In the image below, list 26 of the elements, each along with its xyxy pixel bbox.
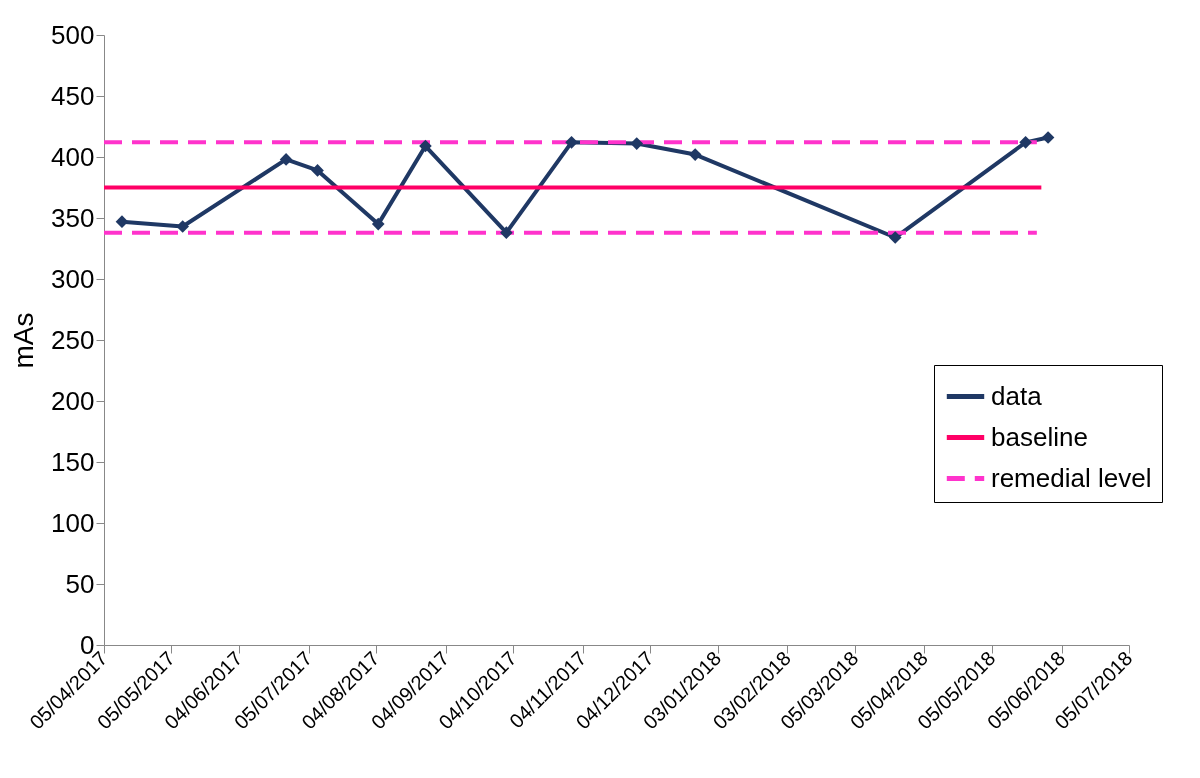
legend-label: remedial level [991, 462, 1152, 493]
y-tick-label: 450 [51, 80, 95, 111]
point [371, 217, 385, 231]
point [279, 153, 293, 166]
point [565, 136, 578, 149]
y-tick-label: 50 [65, 568, 95, 599]
y-tick-label: 300 [51, 263, 95, 294]
point [1019, 136, 1032, 149]
point [419, 139, 432, 153]
y-tick-label: 200 [51, 385, 95, 416]
legend-label: data [991, 380, 1043, 411]
y-axis-title: mAs [8, 312, 40, 369]
y-tick-label: 150 [51, 446, 95, 477]
y-tick-label: 500 [51, 19, 95, 50]
point [500, 226, 513, 239]
y-tick-label: 100 [51, 507, 95, 538]
legend-label: baseline [991, 421, 1088, 452]
point [1041, 131, 1055, 144]
point [688, 148, 702, 161]
point [888, 231, 902, 244]
point [115, 215, 129, 228]
point [311, 164, 324, 177]
y-tick-label: 350 [51, 202, 95, 233]
point [630, 137, 644, 150]
y-tick-label: 250 [51, 324, 95, 355]
y-tick-label: 400 [51, 141, 95, 172]
